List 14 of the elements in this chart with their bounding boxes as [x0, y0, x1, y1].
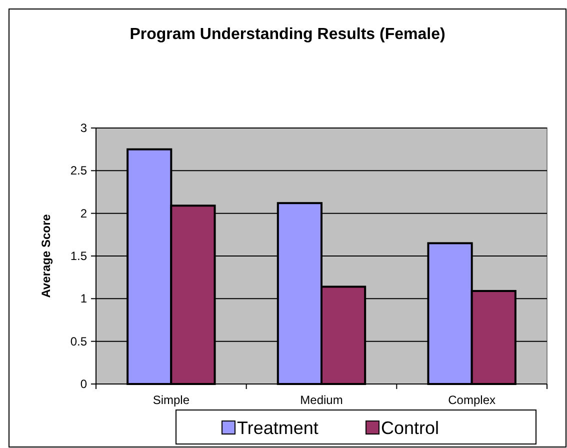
y-axis-title: Average Score: [39, 214, 53, 298]
legend-label: Treatment: [237, 418, 318, 438]
y-tick-label: 0.5: [70, 334, 88, 348]
legend-label: Control: [381, 418, 440, 438]
chart-title: Program Understanding Results (Female): [130, 26, 446, 43]
x-tick-label: Medium: [300, 393, 343, 407]
y-tick-label: 0: [80, 377, 88, 391]
y-tick-label: 3: [80, 121, 88, 135]
y-tick-label: 1.5: [70, 249, 88, 263]
x-tick-label: Simple: [152, 393, 190, 407]
y-tick-label: 1: [80, 292, 88, 306]
x-tick-label: Complex: [448, 393, 496, 407]
y-tick-label: 2.5: [70, 164, 88, 178]
y-tick-label: 2: [80, 206, 88, 220]
